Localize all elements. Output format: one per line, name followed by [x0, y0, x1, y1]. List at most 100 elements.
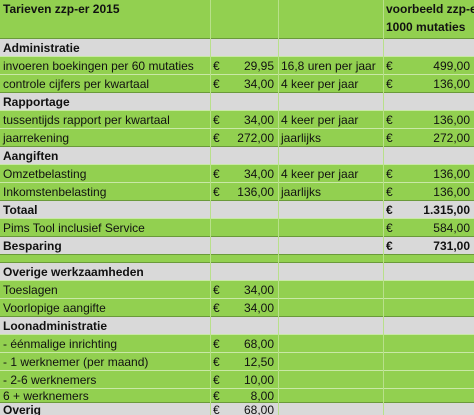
euro-sign: € [386, 167, 393, 181]
euro-sign: € [213, 185, 220, 199]
unit-price: 136,00 [237, 185, 274, 199]
section-row: Rapportage [0, 92, 474, 111]
unit-price: 68,00 [243, 337, 274, 351]
table-row: tussentijds rapport per kwartaal € 34,00… [0, 110, 474, 129]
annual-total: 499,00 [433, 59, 470, 73]
unit-price: 10,00 [243, 373, 274, 387]
savings-label: Besparing [3, 239, 62, 253]
total-row: Totaal € 1.315,00 [0, 200, 474, 219]
row-label: invoeren boekingen per 60 mutaties [3, 59, 194, 73]
savings-row: Besparing € 731,00 [0, 236, 474, 255]
frequency: jaarlijks [281, 131, 322, 145]
annual-total: 136,00 [433, 167, 470, 181]
row-label: Overig [3, 403, 42, 415]
annual-total: 136,00 [433, 77, 470, 91]
frequency: 16,8 uren per jaar [281, 59, 376, 73]
euro-sign: € [213, 337, 220, 351]
section-heading: Administratie [3, 41, 80, 55]
section-heading: Loonadministratie [3, 319, 108, 333]
row-label: 6 + werknemers [3, 389, 89, 403]
euro-sign: € [386, 77, 393, 91]
row-label: - 2-6 werknemers [3, 373, 97, 387]
row-label: Voorlopige aangifte [3, 301, 106, 315]
euro-sign: € [386, 131, 393, 145]
table-row: 6 + werknemers € 8,00 [0, 388, 474, 403]
table-row: - 1 werknemer (per maand) € 12,50 [0, 352, 474, 371]
euro-sign: € [213, 389, 220, 403]
euro-sign: € [213, 373, 220, 387]
row-label: - éénmalige inrichting [3, 337, 118, 351]
unit-price: 34,00 [243, 113, 274, 127]
row-label: Toeslagen [3, 283, 58, 297]
table-row: controle cijfers per kwartaal € 34,00 4 … [0, 74, 474, 93]
table-row: Inkomstenbelasting € 136,00 jaarlijks € … [0, 182, 474, 201]
section-row: Loonadministratie [0, 316, 474, 335]
frequency: jaarlijks [281, 185, 322, 199]
table-row: Voorlopige aangifte € 34,00 [0, 298, 474, 317]
spacer-row [0, 254, 474, 263]
unit-price: 12,50 [243, 355, 274, 369]
section-heading: Rapportage [3, 95, 70, 109]
section-heading: Overige werkzaamheden [3, 265, 144, 279]
unit-price: 34,00 [243, 167, 274, 181]
total-label: Totaal [3, 203, 38, 217]
savings-value: 731,00 [433, 239, 470, 253]
table-row: - éénmalige inrichting € 68,00 [0, 334, 474, 353]
section-row: Overige werkzaamheden [0, 262, 474, 281]
unit-price: 272,00 [237, 131, 274, 145]
column-divider [383, 0, 384, 415]
unit-price: 34,00 [243, 301, 274, 315]
row-label: Omzetbelasting [3, 167, 87, 181]
table-row: - 2-6 werknemers € 10,00 [0, 370, 474, 389]
row-label: jaarrekening [3, 131, 70, 145]
euro-sign: € [213, 403, 220, 415]
euro-sign: € [213, 301, 220, 315]
euro-sign: € [213, 113, 220, 127]
euro-sign: € [386, 203, 393, 217]
euro-sign: € [213, 167, 220, 181]
row-label: tussentijds rapport per kwartaal [3, 113, 170, 127]
sheet-title: Tarieven zzp-er 2015 [3, 2, 120, 16]
section-row: Administratie [0, 38, 474, 57]
section-heading: Aangiften [3, 149, 59, 163]
euro-sign: € [213, 131, 220, 145]
euro-sign: € [213, 59, 220, 73]
header-row: Tarieven zzp-er 2015 voorbeeld zzp-er 10… [0, 0, 474, 38]
unit-price: 68,00 [243, 403, 274, 415]
unit-price: 8,00 [250, 389, 274, 403]
euro-sign: € [386, 221, 393, 235]
frequency: 4 keer per jaar [281, 167, 359, 181]
euro-sign: € [386, 113, 393, 127]
euro-sign: € [213, 355, 220, 369]
table-row: jaarrekening € 272,00 jaarlijks € 272,00 [0, 128, 474, 147]
unit-price: 34,00 [243, 77, 274, 91]
frequency: 4 keer per jaar [281, 113, 359, 127]
section-row: Aangiften [0, 146, 474, 165]
annual-total: 136,00 [433, 185, 470, 199]
table-row: invoeren boekingen per 60 mutaties € 29,… [0, 56, 474, 75]
euro-sign: € [386, 59, 393, 73]
table-row: Toeslagen € 34,00 [0, 280, 474, 299]
column-header-example: voorbeeld zzp-er [386, 2, 474, 16]
unit-price: 29,95 [243, 59, 274, 73]
euro-sign: € [213, 283, 220, 297]
total-value: 1.315,00 [423, 203, 470, 217]
pims-value: 584,00 [433, 221, 470, 235]
euro-sign: € [386, 239, 393, 253]
row-label: controle cijfers per kwartaal [3, 77, 150, 91]
row-label: Inkomstenbelasting [3, 185, 107, 199]
annual-total: 136,00 [433, 113, 470, 127]
column-header-mutations: 1000 mutaties [386, 20, 466, 34]
pims-row: Pims Tool inclusief Service € 584,00 [0, 218, 474, 237]
frequency: 4 keer per jaar [281, 77, 359, 91]
pims-label: Pims Tool inclusief Service [3, 221, 145, 235]
column-divider [210, 0, 211, 415]
euro-sign: € [213, 77, 220, 91]
annual-total: 272,00 [433, 131, 470, 145]
euro-sign: € [386, 185, 393, 199]
unit-price: 34,00 [243, 283, 274, 297]
section-row: Overig € 68,00 [0, 402, 474, 415]
row-label: - 1 werknemer (per maand) [3, 355, 149, 369]
column-divider [278, 0, 279, 415]
